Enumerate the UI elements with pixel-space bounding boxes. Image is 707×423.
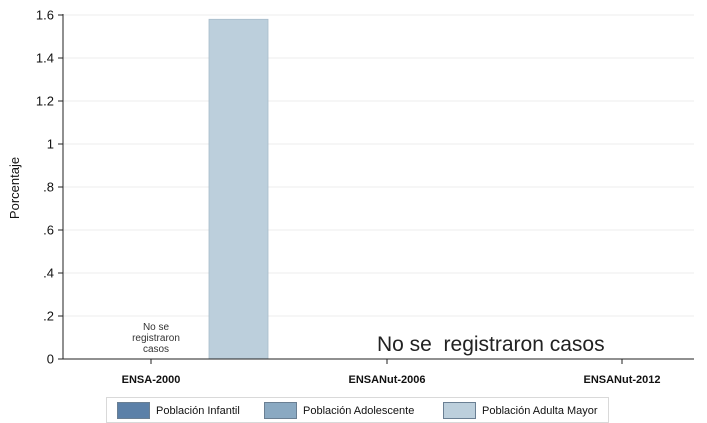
legend-label-adulta-mayor: Población Adulta Mayor [482, 404, 598, 417]
x-tick-label: ENSA-2000 [122, 374, 181, 386]
y-tick-label: .4 [43, 266, 54, 281]
legend-swatch-adolescente [264, 402, 297, 419]
legend-item-infantil: Población Infantil [117, 402, 240, 419]
legend-label-adolescente: Población Adolescente [303, 404, 415, 417]
y-tick-label: .2 [43, 309, 54, 324]
y-tick-label: 1.6 [36, 8, 54, 23]
annotation-no-cases-large: No se registraron casos [377, 333, 605, 356]
gridlines [63, 14, 694, 317]
y-tick-label: .6 [43, 223, 54, 238]
x-axis-categories: ENSA-2000 ENSANut-2006 ENSANut-2012 [122, 359, 661, 386]
bar [208, 18, 269, 360]
y-tick-label: 0 [47, 352, 54, 367]
x-tick-label: ENSANut-2006 [348, 374, 425, 386]
y-tick-label: 1.4 [36, 51, 54, 66]
legend-label-infantil: Población Infantil [156, 404, 240, 417]
y-tick-label: 1 [47, 137, 54, 152]
y-axis-ticks: 0 .2 .4 .6 .8 1 1.2 1.4 1.6 [36, 8, 63, 367]
legend-item-adolescente: Población Adolescente [264, 402, 414, 419]
annotation-no-cases-small: No se registraron casos [132, 322, 180, 355]
y-tick-label: 1.2 [36, 94, 54, 109]
legend-swatch-infantil [117, 402, 150, 419]
y-tick-label: .8 [43, 180, 54, 195]
y-axis-label: Porcentaje [7, 157, 22, 219]
legend: Población Infantil Población Adolescente… [106, 397, 609, 423]
x-tick-label: ENSANut-2012 [583, 374, 660, 386]
legend-item-adulta-mayor: Población Adulta Mayor [443, 402, 598, 419]
legend-swatch-adulta-mayor [443, 402, 476, 419]
bars [208, 18, 269, 360]
